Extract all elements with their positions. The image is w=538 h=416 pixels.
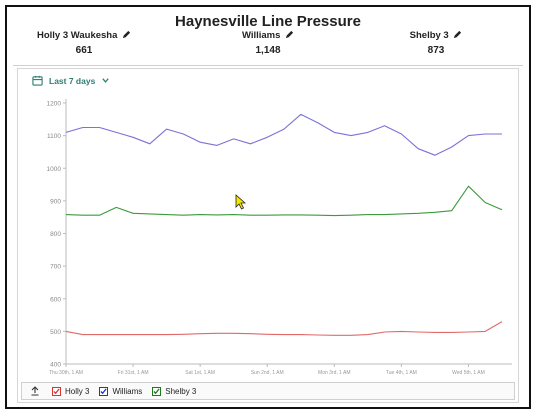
y-tick-label: 1000 bbox=[47, 166, 62, 173]
x-tick-label: Sat 1st, 1 AM bbox=[185, 370, 215, 376]
x-tick-label: Fri 31st, 1 AM bbox=[118, 370, 149, 376]
y-tick-label: 1200 bbox=[47, 101, 62, 108]
y-tick-label: 900 bbox=[50, 198, 61, 205]
chart-panel: Last 7 days 400 500 600 700 800 900 1000 1100 12… bbox=[17, 68, 519, 403]
legend-label: Holly 3 bbox=[65, 386, 90, 396]
pencil-icon[interactable] bbox=[285, 30, 294, 39]
legend-item-williams[interactable]: Williams bbox=[99, 386, 143, 396]
x-tick-label: Tue 4th, 1 AM bbox=[386, 370, 417, 376]
checkbox-icon[interactable] bbox=[99, 386, 109, 396]
checkbox-icon[interactable] bbox=[152, 386, 162, 396]
metric-name: Shelby 3 bbox=[409, 30, 449, 41]
x-tick-label: Thu 30th, 1 AM bbox=[49, 370, 83, 376]
range-selector[interactable]: Last 7 days bbox=[32, 75, 110, 86]
x-tick-label: Wed 5th, 1 AM bbox=[452, 370, 485, 376]
metric-name: Holly 3 Waukesha bbox=[36, 30, 118, 41]
cursor-arrow-icon bbox=[235, 194, 247, 210]
metric-name: Williams bbox=[241, 30, 281, 41]
series-line-shelby-3 bbox=[65, 185, 503, 217]
range-label: Last 7 days bbox=[49, 75, 96, 86]
series-line-holly-3 bbox=[65, 321, 503, 336]
series-line-williams bbox=[65, 113, 502, 156]
pencil-icon[interactable] bbox=[453, 30, 462, 39]
page-title: Haynesville Line Pressure bbox=[175, 13, 361, 30]
dashboard-frame: Haynesville Line Pressure Holly 3 Waukes… bbox=[5, 5, 531, 409]
x-tick-label: Sun 2nd, 1 AM bbox=[251, 370, 284, 376]
metric-shelby3: Shelby 3 873 bbox=[371, 30, 501, 56]
metric-williams: Williams 1,148 bbox=[203, 30, 333, 56]
y-tick-label: 400 bbox=[50, 362, 61, 369]
y-tick-label: 1100 bbox=[47, 133, 61, 140]
checkbox-icon[interactable] bbox=[52, 386, 61, 396]
legend-label: Shelby 3 bbox=[165, 386, 197, 396]
y-tick-label: 500 bbox=[50, 329, 61, 336]
line-chart: 400 500 600 700 800 900 1000 1100 1200 Thu 30th, … bbox=[47, 99, 512, 376]
chevron-down-icon bbox=[102, 78, 109, 83]
y-tick-label: 700 bbox=[50, 264, 61, 271]
header-divider bbox=[13, 65, 523, 66]
upload-icon[interactable] bbox=[30, 386, 40, 396]
legend-label: Williams bbox=[112, 386, 143, 396]
metric-value: 873 bbox=[427, 45, 445, 56]
metric-holly3-waukesha: Holly 3 Waukesha 661 bbox=[19, 30, 149, 56]
calendar-icon bbox=[32, 75, 43, 86]
metric-value: 1,148 bbox=[255, 45, 281, 56]
y-tick-label: 800 bbox=[50, 231, 61, 238]
pencil-icon[interactable] bbox=[122, 30, 131, 39]
legend-item-holly3[interactable]: Holly 3 bbox=[52, 386, 90, 396]
x-tick-label: Mon 3rd, 1 AM bbox=[318, 370, 351, 376]
y-tick-label: 600 bbox=[50, 296, 61, 303]
legend-item-shelby3[interactable]: Shelby 3 bbox=[152, 386, 197, 396]
metric-value: 661 bbox=[75, 45, 93, 56]
chart-legend: Holly 3 Williams Shelby 3 bbox=[21, 382, 515, 400]
